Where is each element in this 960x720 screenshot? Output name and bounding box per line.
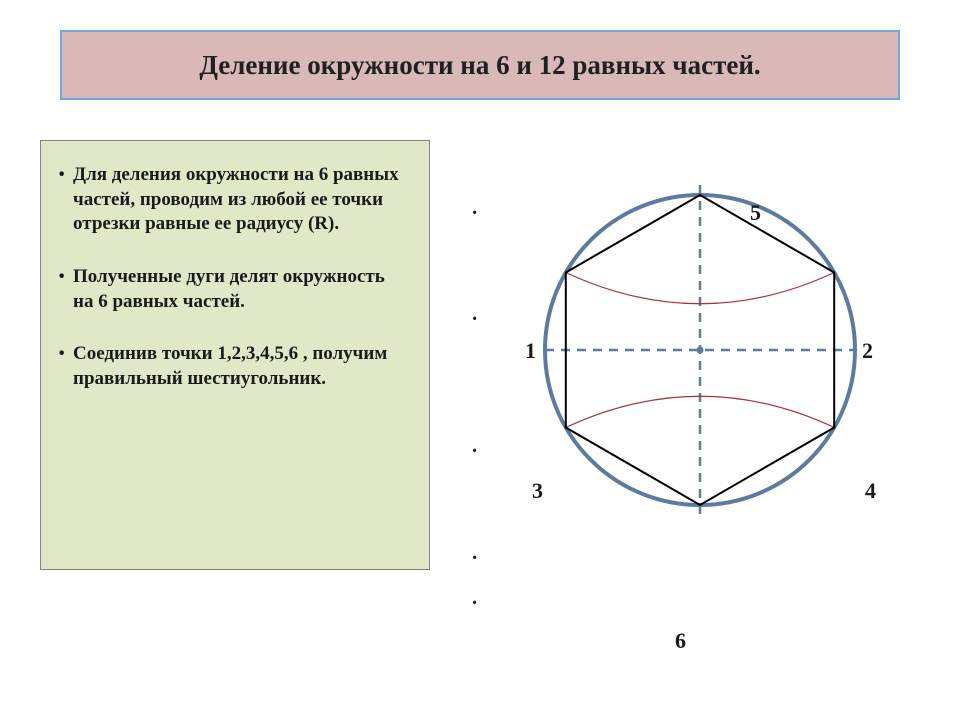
center-dot <box>697 347 704 354</box>
hexagon-diagram: 5 1 2 3 4 6 <box>460 140 940 680</box>
diagram-svg <box>460 140 940 680</box>
point-label-3: 3 <box>532 478 543 504</box>
bullet-item: Соединив точки 1,2,3,4,5,6 , получим пра… <box>53 342 409 391</box>
point-label-1: 1 <box>525 338 536 364</box>
point-label-5: 5 <box>750 200 761 226</box>
bullet-item: Полученные дуги делят окружность на 6 ра… <box>53 265 409 314</box>
point-label-4: 4 <box>865 478 876 504</box>
title-banner: Деление окружности на 6 и 12 равных част… <box>60 30 900 100</box>
bullet-item: Для деления окружности на 6 равных часте… <box>53 163 409 237</box>
info-box: Для деления окружности на 6 равных часте… <box>40 140 430 570</box>
point-label-6: 6 <box>675 628 686 654</box>
page-title: Деление окружности на 6 и 12 равных част… <box>199 50 760 81</box>
point-label-2: 2 <box>862 338 873 364</box>
bullet-list: Для деления окружности на 6 равных часте… <box>53 163 409 392</box>
